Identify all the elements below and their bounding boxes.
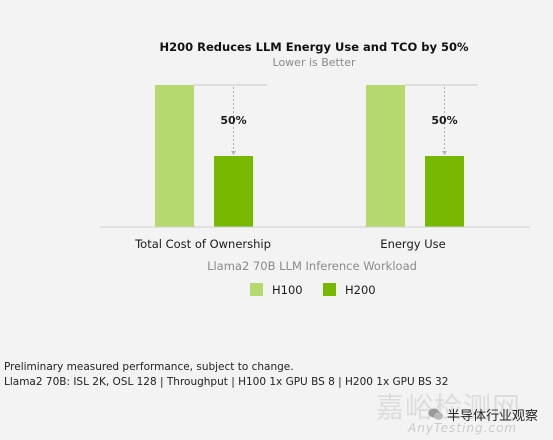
legend-label-h100: H100 — [272, 283, 303, 297]
footnote-disclaimer: Preliminary measured performance, subjec… — [4, 361, 294, 373]
bars-layer — [155, 84, 478, 227]
bar-h200-1 — [425, 156, 464, 227]
chart-title: H200 Reduces LLM Energy Use and TCO by 5… — [159, 40, 468, 54]
watermark-handle-text: 半导体行业观察 — [447, 409, 539, 424]
arrow-head-icon — [442, 151, 447, 155]
legend-swatch-h200 — [323, 283, 336, 296]
labels-layer: 50% Total Cost of Ownership 50% Energy Use — [134, 114, 458, 251]
annotation-label-0: 50% — [220, 114, 246, 127]
wechat-icon — [428, 408, 444, 421]
bar-h100-0 — [155, 85, 194, 227]
legend-swatch-h100 — [250, 283, 263, 296]
category-label-0: Total Cost of Ownership — [134, 237, 271, 251]
legend: H100 H200 — [250, 283, 376, 297]
watermark-url: AnyTesting.com — [408, 421, 518, 435]
footnote-config: Llama2 70B: ISL 2K, OSL 128 | Throughput… — [4, 376, 449, 388]
watermark-large-text: 嘉峪检测网 — [376, 391, 522, 424]
category-label-1: Energy Use — [380, 237, 445, 251]
legend-label-h200: H200 — [345, 283, 376, 297]
bar-h200-0 — [214, 156, 253, 227]
bar-h100-1 — [366, 85, 405, 227]
annotation-label-1: 50% — [431, 114, 457, 127]
x-axis-label: Llama2 70B LLM Inference Workload — [207, 259, 417, 273]
watermark-handle: 半导体行业观察 — [428, 405, 538, 424]
chart-subtitle: Lower is Better — [273, 56, 356, 69]
arrow-head-icon — [231, 151, 236, 155]
